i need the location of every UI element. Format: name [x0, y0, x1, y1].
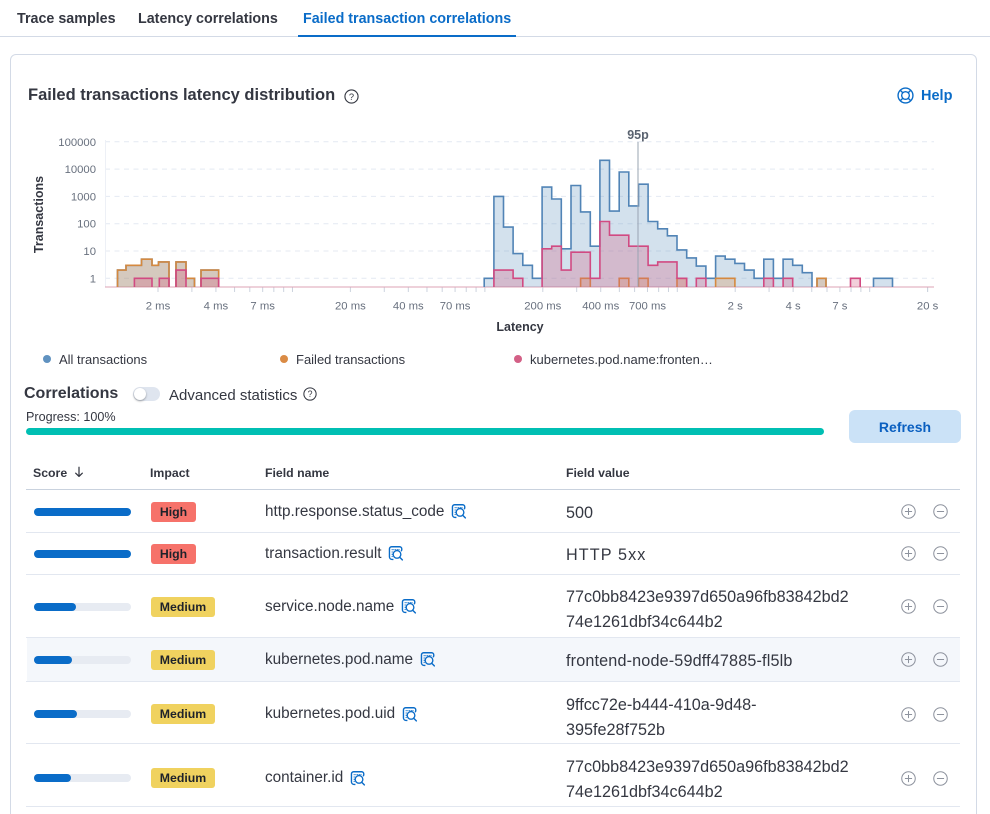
- svg-text:100000: 100000: [58, 137, 96, 149]
- svg-text:1000: 1000: [71, 191, 96, 203]
- svg-text:700 ms: 700 ms: [629, 301, 666, 313]
- svg-text:Transactions: Transactions: [32, 176, 46, 253]
- svg-text:10000: 10000: [65, 164, 96, 176]
- svg-text:20 s: 20 s: [917, 301, 939, 313]
- svg-text:2 ms: 2 ms: [146, 301, 171, 313]
- svg-text:1: 1: [90, 273, 96, 285]
- svg-text:20 ms: 20 ms: [335, 301, 366, 313]
- svg-text:10: 10: [83, 246, 96, 258]
- svg-text:7 s: 7 s: [832, 301, 847, 313]
- svg-text:4 ms: 4 ms: [204, 301, 229, 313]
- svg-text:7 ms: 7 ms: [250, 301, 275, 313]
- svg-text:95p: 95p: [627, 128, 649, 142]
- svg-text:70 ms: 70 ms: [440, 301, 471, 313]
- svg-text:200 ms: 200 ms: [524, 301, 561, 313]
- svg-text:40 ms: 40 ms: [393, 301, 424, 313]
- svg-text:4 s: 4 s: [786, 301, 801, 313]
- svg-text:100: 100: [77, 219, 96, 231]
- svg-text:Latency: Latency: [496, 320, 543, 334]
- svg-text:2 s: 2 s: [728, 301, 743, 313]
- svg-text:400 ms: 400 ms: [582, 301, 619, 313]
- svg-text:?: ?: [349, 92, 354, 102]
- svg-text:?: ?: [308, 389, 313, 399]
